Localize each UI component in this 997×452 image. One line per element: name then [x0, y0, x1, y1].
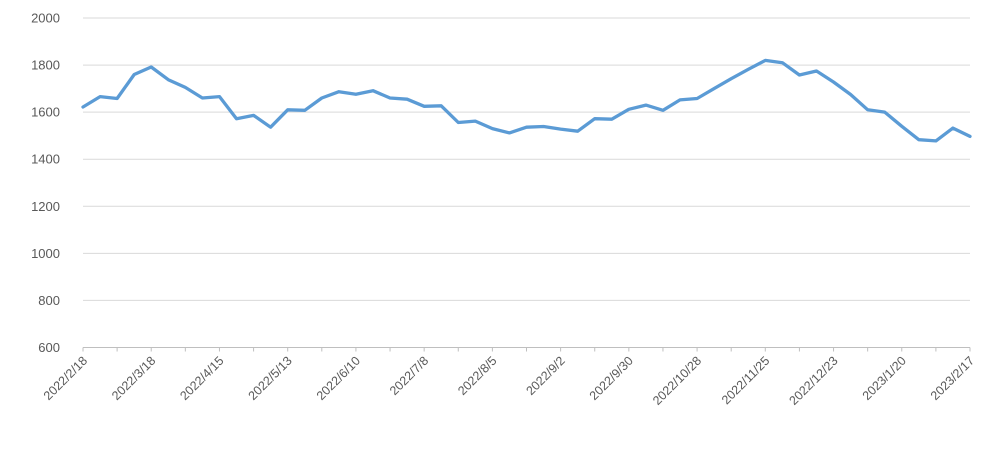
y-axis-label: 2000	[31, 11, 60, 26]
x-axis-label: 2022/11/25	[719, 354, 773, 408]
x-axis-label: 2023/2/17	[928, 354, 977, 403]
y-axis-label: 1000	[31, 246, 60, 261]
x-axis-label: 2022/7/8	[387, 354, 431, 398]
x-axis-label: 2022/3/18	[109, 354, 158, 403]
x-axis-label: 2022/9/30	[587, 354, 636, 403]
x-axis-label: 2023/1/20	[860, 354, 909, 403]
y-axis-labels-group: 600 800 1000 1200 1400 1600 1800 2000	[31, 11, 60, 356]
gridlines-group	[83, 17, 970, 301]
x-axis-label: 2022/5/13	[246, 354, 295, 403]
x-axis-group	[82, 347, 971, 352]
x-axis-label: 2022/2/18	[41, 354, 90, 403]
x-axis-label: 2022/8/5	[455, 354, 499, 398]
x-axis-label: 2022/4/15	[177, 354, 226, 403]
x-axis-label: 2022/10/28	[650, 354, 704, 408]
y-axis-label: 600	[38, 340, 60, 355]
x-axis-label: 2022/9/2	[523, 354, 567, 398]
y-axis-label: 1600	[31, 105, 60, 120]
series-group	[81, 58, 972, 143]
y-axis-label: 1400	[31, 152, 60, 167]
x-axis-label: 2022/6/10	[314, 354, 363, 403]
series-line	[81, 58, 972, 143]
y-axis-label: 800	[38, 293, 60, 308]
y-axis-label: 1200	[31, 199, 60, 214]
x-axis-label: 2022/12/23	[787, 354, 841, 408]
x-axis-labels-group: 2022/2/18 2022/3/18 2022/4/15 2022/5/13 2022…	[41, 354, 977, 408]
y-axis-label: 1800	[31, 58, 60, 73]
